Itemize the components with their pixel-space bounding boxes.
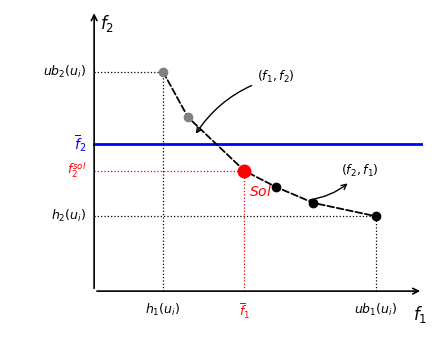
- Text: $f_2^{sol}$: $f_2^{sol}$: [67, 161, 86, 181]
- Text: $f_2$: $f_2$: [100, 13, 115, 34]
- Text: $f_1$: $f_1$: [413, 304, 427, 326]
- Text: $h_1(u_i)$: $h_1(u_i)$: [146, 302, 181, 318]
- Text: $\overline{f}_1$: $\overline{f}_1$: [239, 302, 250, 321]
- Text: $ub_2(u_i)$: $ub_2(u_i)$: [43, 64, 86, 80]
- Text: $(f_1, f_2)$: $(f_1, f_2)$: [197, 69, 295, 133]
- Text: $ub_1(u_i)$: $ub_1(u_i)$: [354, 302, 398, 318]
- Text: $\overline{f}_2$: $\overline{f}_2$: [74, 134, 86, 154]
- Text: $(f_2, f_1)$: $(f_2, f_1)$: [310, 163, 379, 200]
- Text: $Sol$: $Sol$: [249, 184, 272, 199]
- Text: $h_2(u_i)$: $h_2(u_i)$: [51, 208, 86, 224]
